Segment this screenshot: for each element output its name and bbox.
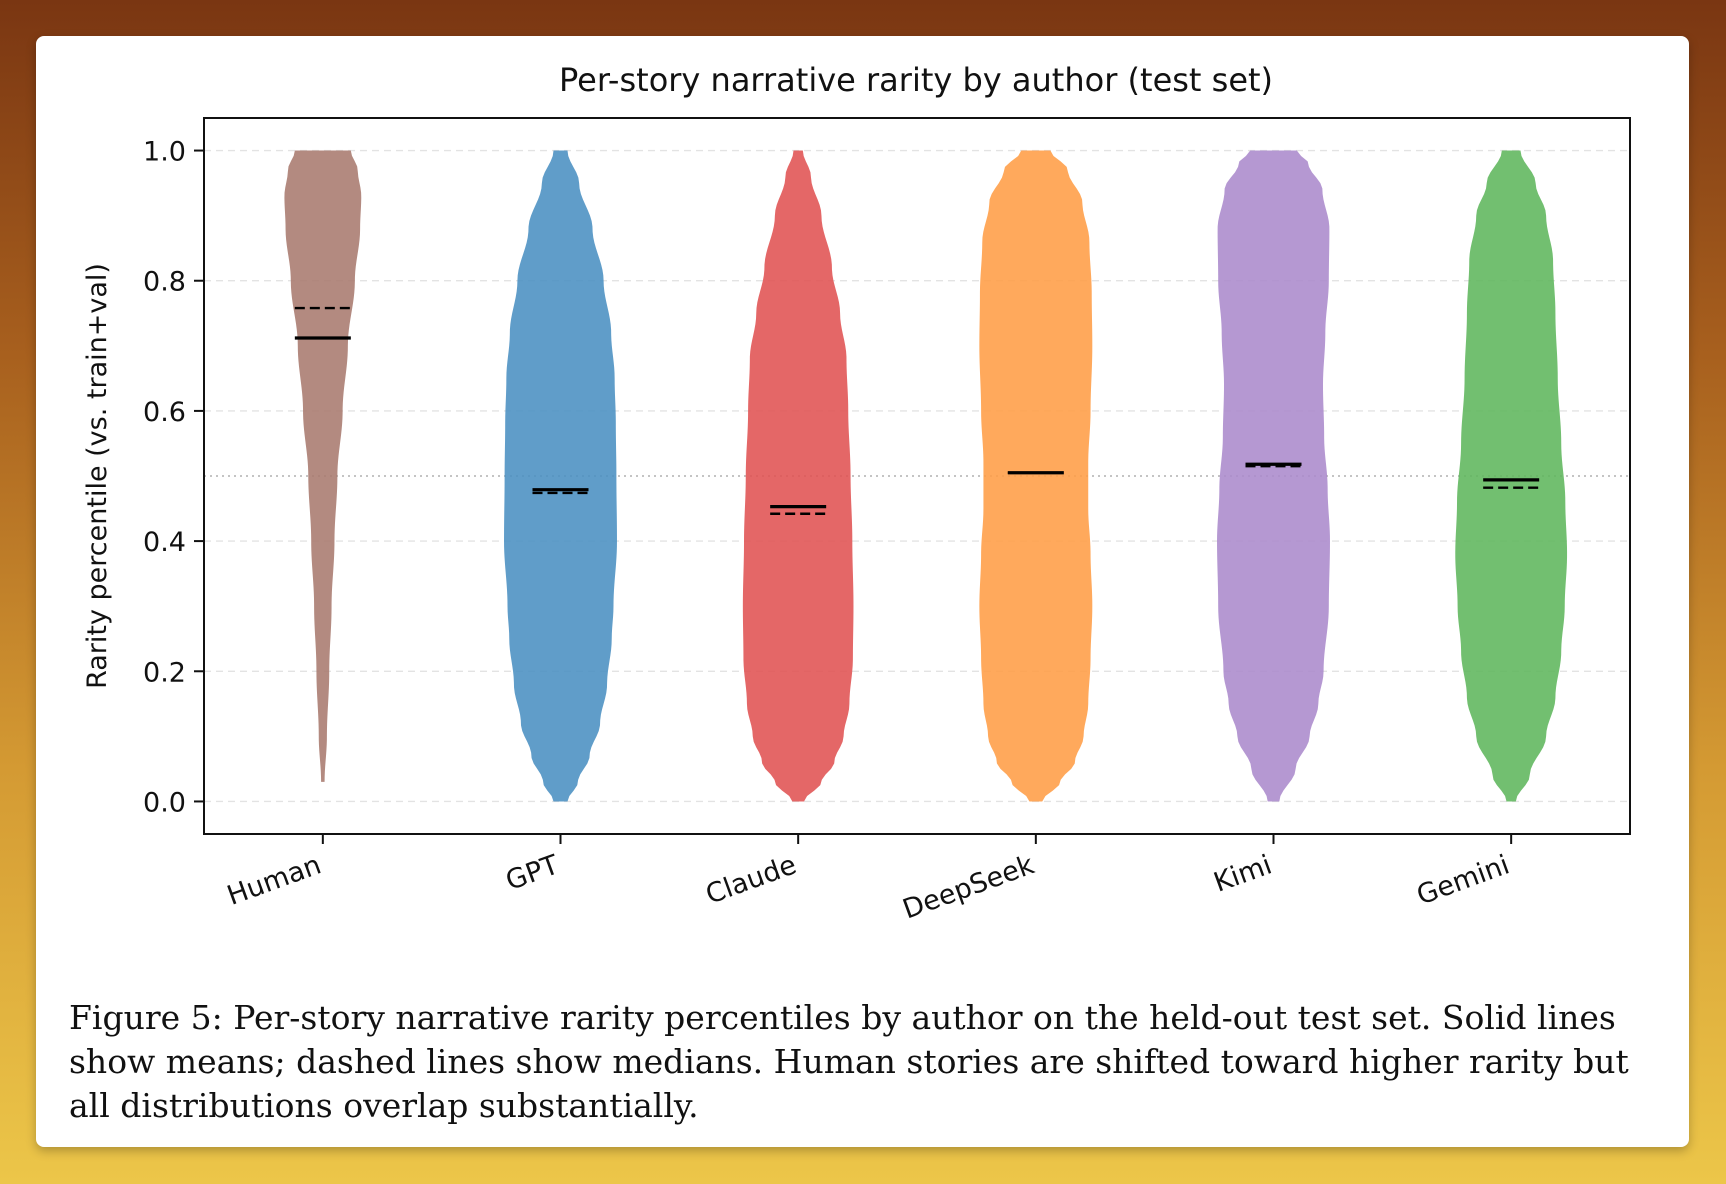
x-axis: Human GPT Claude DeepSeek Kimi Gemini	[223, 834, 1514, 925]
chart-title: Per-story narrative rarity by author (te…	[559, 61, 1273, 99]
y-tick-label: 0.8	[143, 267, 186, 298]
violin-deepseek	[979, 150, 1093, 802]
violin-kimi	[1217, 150, 1330, 802]
violin-gpt	[504, 150, 617, 802]
figure-caption: Figure 5: Per-story narrative rarity per…	[69, 998, 1629, 1125]
figure-card: Per-story narrative rarity by author (te…	[36, 36, 1689, 1147]
x-tick-label-gpt: GPT	[502, 849, 564, 897]
y-tick-label: 0.6	[143, 397, 186, 428]
violin-claude	[742, 150, 854, 802]
x-tick-label-claude: Claude	[702, 849, 801, 910]
x-tick-label-deepseek: DeepSeek	[899, 849, 1039, 925]
x-tick-label-kimi: Kimi	[1210, 849, 1276, 898]
y-tick-label: 0.0	[143, 787, 186, 818]
violin-human	[284, 150, 362, 782]
y-tick-label: 0.2	[143, 657, 186, 688]
y-tick-label: 1.0	[143, 137, 186, 168]
x-tick-label-gemini: Gemini	[1413, 849, 1514, 911]
plot-frame	[203, 117, 1631, 835]
y-axis-label: Rarity percentile (vs. train+val)	[82, 263, 113, 689]
y-axis: 0.0 0.2 0.4 0.6 0.8 1.0	[143, 137, 204, 818]
mean-median-lines	[294, 306, 1540, 515]
violin-gemini	[1455, 150, 1568, 802]
violin-chart: Per-story narrative rarity by author (te…	[82, 61, 1631, 925]
y-tick-label: 0.4	[143, 527, 186, 558]
y-grid	[204, 149, 1630, 803]
x-tick-label-human: Human	[223, 849, 325, 911]
